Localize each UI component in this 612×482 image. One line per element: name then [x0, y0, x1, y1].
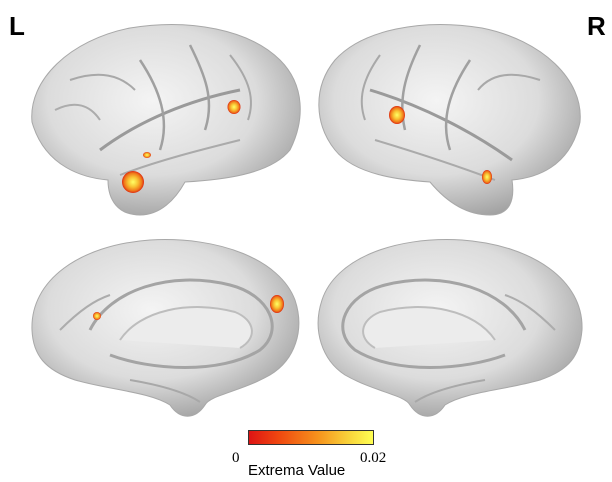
- left-medial-view: [31, 239, 300, 417]
- activation-cluster: [143, 152, 151, 158]
- left-hemisphere-label: L: [9, 11, 25, 41]
- activation-cluster: [227, 100, 241, 114]
- right-hemisphere-label: R: [587, 11, 606, 41]
- colorbar-min-label: 0: [232, 450, 240, 466]
- left-lateral-view: [31, 24, 301, 216]
- activation-cluster: [270, 295, 284, 313]
- colorbar-gradient: [248, 430, 374, 445]
- colorbar-title: Extrema Value: [248, 462, 346, 479]
- colorbar-max-label: 0.02: [360, 450, 387, 466]
- right-lateral-view: [318, 24, 581, 216]
- colorbar-legend: 0 0.02 Extrema Value: [228, 428, 388, 479]
- activation-cluster: [482, 170, 492, 184]
- activation-cluster: [122, 171, 144, 193]
- activation-cluster: [389, 106, 405, 124]
- activation-cluster: [93, 312, 101, 320]
- right-medial-view: [317, 239, 583, 417]
